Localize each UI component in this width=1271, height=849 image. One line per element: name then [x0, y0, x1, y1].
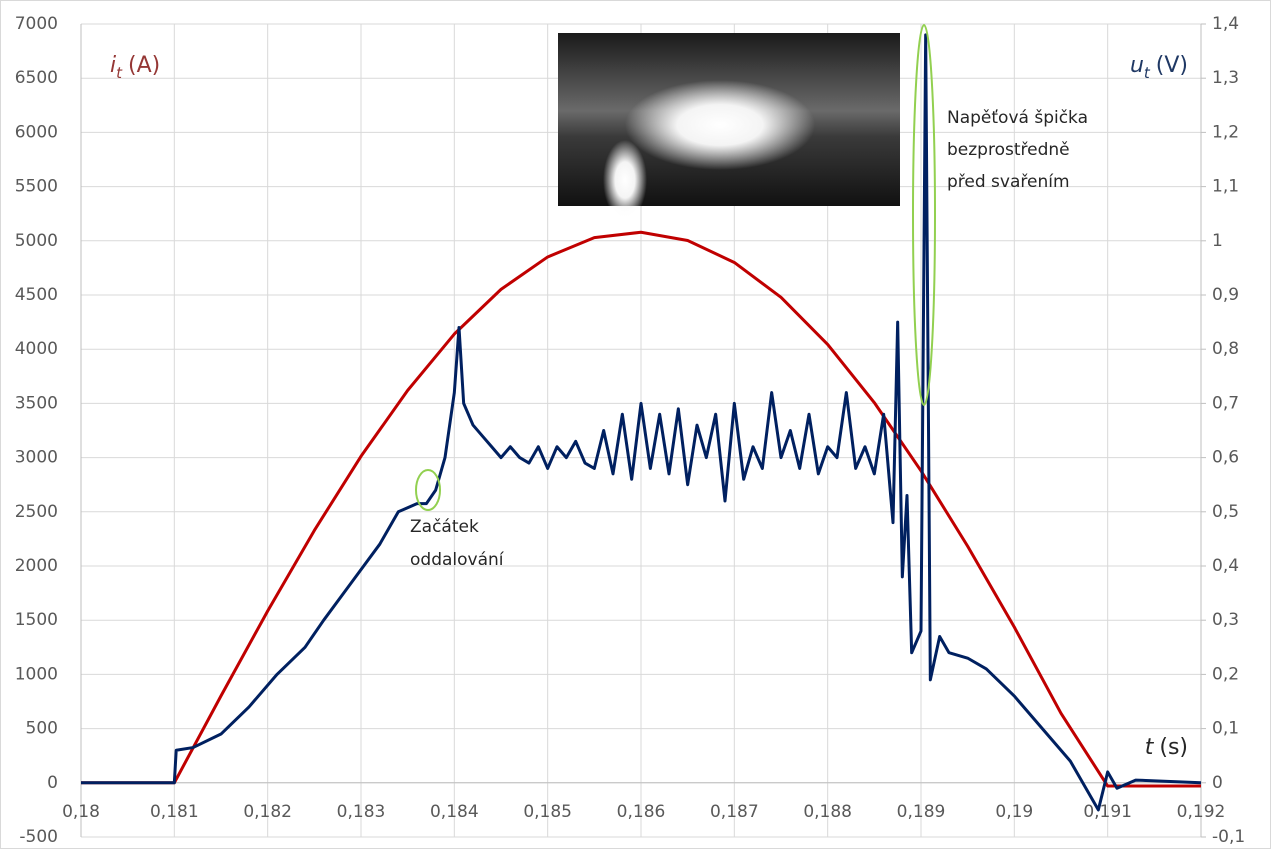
- y2-tick-label: 0,6: [1212, 448, 1239, 468]
- y-tick-label: 2000: [15, 556, 58, 576]
- x-tick-label: 0,185: [523, 802, 572, 822]
- y-axis-label: it (A): [110, 53, 160, 82]
- y-tick-label: 1000: [15, 664, 58, 684]
- x-tick-label: 0,187: [710, 802, 759, 822]
- series-line: [81, 33, 1202, 812]
- y2-tick-label: 0,4: [1212, 556, 1239, 576]
- y2-tick-label: 1,2: [1212, 122, 1239, 142]
- y-tick-label: 3500: [15, 393, 58, 413]
- series-line: [81, 230, 1201, 788]
- y-tick-label: 5000: [15, 231, 58, 251]
- x-tick-label: 0,192: [1177, 802, 1226, 822]
- y2-tick-label: 0: [1212, 773, 1223, 793]
- inset-photo: [558, 33, 900, 220]
- x-tick-label: 0,183: [337, 802, 386, 822]
- y-tick-label: 2500: [15, 502, 58, 522]
- y2-tick-label: 0,7: [1212, 393, 1239, 413]
- grid: [80, 23, 1206, 838]
- highlight: [415, 469, 441, 511]
- y-tick-label: -500: [19, 827, 58, 847]
- annotation: Napěťová špička: [947, 108, 1088, 128]
- annotation: Začátek: [410, 517, 479, 537]
- y2-axis-label: ut (V): [1130, 53, 1188, 82]
- x-tick-label: 0,18: [62, 802, 100, 822]
- y2-tick-label: 1: [1212, 231, 1223, 251]
- x-tick-label: 0,189: [897, 802, 946, 822]
- y-tick-label: 4500: [15, 285, 58, 305]
- y-tick-label: 6000: [15, 122, 58, 142]
- y-tick-label: 500: [26, 719, 58, 739]
- annotation: oddalování: [410, 550, 505, 570]
- x-tick-label: 0,188: [803, 802, 852, 822]
- y2-tick-label: 1,1: [1212, 177, 1239, 197]
- y2-tick-label: -0,1: [1212, 827, 1245, 847]
- y-tick-label: 6500: [15, 68, 58, 88]
- y2-tick-label: 1,4: [1212, 14, 1239, 34]
- x-tick-label: 0,186: [617, 802, 666, 822]
- x-tick-label: 0,181: [150, 802, 199, 822]
- annotation: bezprostředně: [947, 140, 1070, 160]
- x-tick-label: 0,191: [1083, 802, 1132, 822]
- x-tick-label: 0,182: [243, 802, 292, 822]
- y-tick-label: 3000: [15, 448, 58, 468]
- y2-tick-label: 0,8: [1212, 339, 1239, 359]
- y-tick-label: 1500: [15, 610, 58, 630]
- y2-tick-label: 0,3: [1212, 610, 1239, 630]
- y2-tick-label: 0,5: [1212, 502, 1239, 522]
- y-tick-label: 7000: [15, 14, 58, 34]
- y2-tick-label: 1,3: [1212, 68, 1239, 88]
- highlight: [912, 24, 936, 406]
- y-tick-label: 5500: [15, 177, 58, 197]
- annotation: před svařením: [947, 172, 1070, 192]
- y2-tick-label: 0,9: [1212, 285, 1239, 305]
- lines: [81, 33, 1202, 812]
- y-tick-label: 4000: [15, 339, 58, 359]
- x-axis-label: t (s): [1145, 735, 1188, 760]
- y2-tick-label: 0,2: [1212, 664, 1239, 684]
- y-tick-label: 0: [47, 773, 58, 793]
- y2-tick-label: 0,1: [1212, 719, 1239, 739]
- x-tick-label: 0,184: [430, 802, 479, 822]
- x-tick-label: 0,19: [995, 802, 1033, 822]
